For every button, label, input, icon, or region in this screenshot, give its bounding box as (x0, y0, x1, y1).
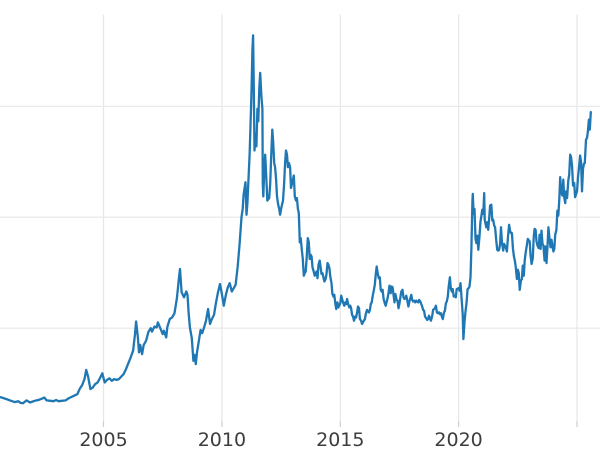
x-tick-label: 2010 (198, 429, 246, 450)
vertical-gridlines (102, 14, 578, 421)
x-axis-ticks (102, 421, 578, 427)
x-tick-label: 2015 (316, 429, 364, 450)
price-line-series (0, 34, 592, 405)
price-line (0, 34, 592, 405)
x-tick-label: 2005 (79, 429, 127, 450)
x-axis-labels: 2005 2010 2015 2020 (79, 429, 482, 450)
x-tick-label: 2020 (434, 429, 482, 450)
